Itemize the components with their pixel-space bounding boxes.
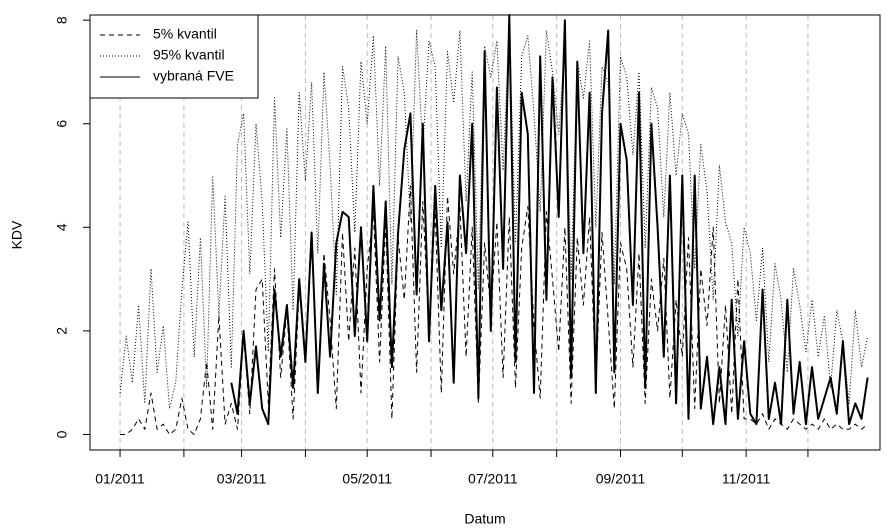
x-tick-label: 01/2011 — [95, 471, 145, 487]
y-tick-label: 8 — [54, 16, 70, 24]
series-line — [230, 14, 869, 426]
y-tick-label: 0 — [54, 430, 70, 438]
y-tick-label: 6 — [54, 120, 70, 128]
y-tick-label: 4 — [54, 223, 70, 231]
legend-label: 5% kvantil — [153, 26, 217, 42]
x-tick-label: 11/2011 — [722, 471, 771, 487]
x-tick-label: 03/2011 — [217, 471, 267, 487]
legend-label: 95% kvantil — [153, 47, 225, 63]
x-tick-label: 05/2011 — [342, 471, 392, 487]
y-axis-label: KDV — [9, 220, 25, 249]
x-tick-label: 07/2011 — [468, 471, 518, 487]
legend: 5% kvantil 95% kvantil vybraná FVE — [89, 14, 259, 99]
plot-frame — [89, 14, 881, 451]
legend-label: vybraná FVE — [153, 68, 234, 84]
y-tick-label: 2 — [54, 327, 70, 335]
x-axis-label: Datum — [464, 511, 505, 527]
x-tick-label: 09/2011 — [596, 471, 646, 487]
